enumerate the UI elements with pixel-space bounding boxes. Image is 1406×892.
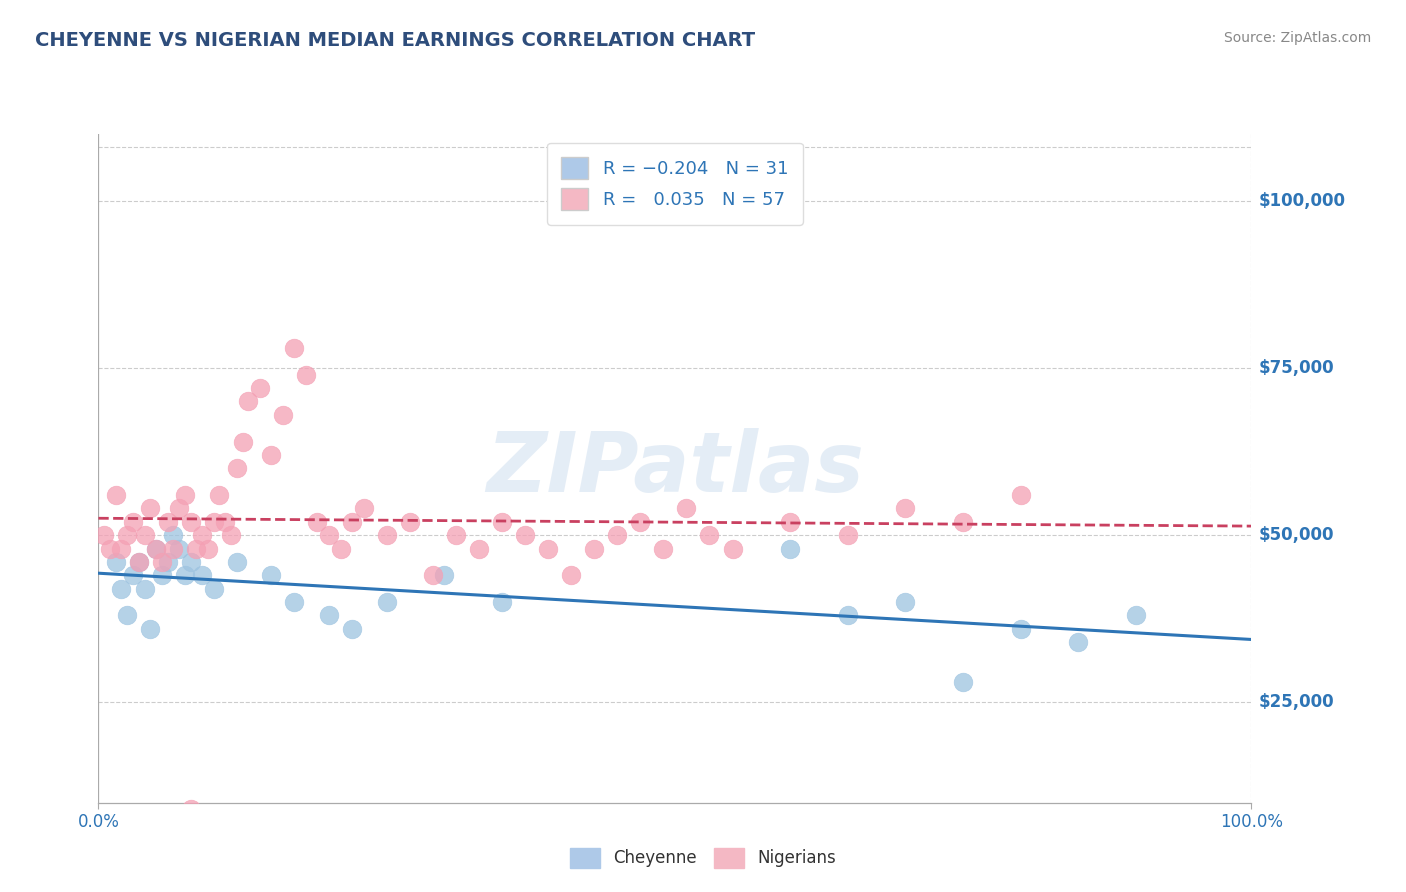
Point (110, 582, 132, 596)
Point (139, 622, 162, 636)
Point (202, 582, 225, 596)
Point (174, 568, 197, 582)
Point (444, 528, 467, 542)
Point (1125, 608, 1147, 623)
Point (162, 528, 184, 542)
Point (128, 555, 150, 569)
Point (180, 515, 202, 529)
Point (1010, 488, 1032, 502)
Point (104, 555, 127, 569)
Point (894, 595, 917, 609)
Point (191, 528, 214, 542)
Point (422, 568, 444, 582)
Point (606, 528, 628, 542)
Text: CHEYENNE VS NIGERIAN MEDIAN EARNINGS CORRELATION CHART: CHEYENNE VS NIGERIAN MEDIAN EARNINGS COR… (35, 31, 755, 50)
Point (186, 541, 208, 556)
Point (180, 803, 202, 817)
Point (537, 541, 560, 556)
Point (260, 568, 283, 582)
Point (98, 541, 121, 556)
Point (156, 555, 179, 569)
Point (1010, 622, 1032, 636)
Point (340, 622, 363, 636)
Point (779, 541, 801, 556)
Point (837, 608, 859, 623)
Point (260, 448, 283, 462)
Point (468, 541, 491, 556)
Point (225, 461, 247, 475)
Point (214, 515, 236, 529)
Point (249, 381, 271, 395)
Point (150, 555, 173, 569)
Point (513, 528, 536, 542)
Point (652, 541, 675, 556)
Point (180, 555, 202, 569)
Text: $25,000: $25,000 (1258, 693, 1334, 712)
Point (675, 501, 697, 516)
Point (837, 528, 859, 542)
Text: $75,000: $75,000 (1258, 359, 1334, 377)
Point (150, 568, 173, 582)
Text: Source: ZipAtlas.com: Source: ZipAtlas.com (1223, 31, 1371, 45)
Point (628, 515, 651, 529)
Legend: Cheyenne, Nigerians: Cheyenne, Nigerians (564, 841, 842, 875)
Point (110, 541, 132, 556)
Point (329, 541, 352, 556)
Point (122, 568, 145, 582)
Point (134, 528, 156, 542)
Point (1067, 635, 1090, 649)
Point (238, 394, 260, 409)
Point (295, 368, 318, 382)
Point (721, 541, 744, 556)
Point (174, 488, 197, 502)
Point (318, 528, 340, 542)
Point (283, 595, 305, 609)
Point (117, 608, 139, 623)
Point (340, 515, 363, 529)
Point (134, 582, 156, 596)
Point (156, 515, 179, 529)
Point (433, 568, 456, 582)
Point (145, 541, 167, 556)
Point (271, 408, 294, 422)
Text: $100,000: $100,000 (1258, 192, 1346, 210)
Point (375, 595, 398, 609)
Point (208, 488, 231, 502)
Point (104, 488, 127, 502)
Point (307, 515, 329, 529)
Text: ZIPatlas: ZIPatlas (486, 428, 863, 508)
Point (197, 541, 219, 556)
Point (375, 528, 398, 542)
Point (191, 568, 214, 582)
Point (139, 501, 162, 516)
Point (583, 541, 606, 556)
Point (560, 568, 582, 582)
Legend: R = −0.204   N = 31, R =   0.035   N = 57: R = −0.204 N = 31, R = 0.035 N = 57 (547, 143, 803, 225)
Point (699, 528, 721, 542)
Point (491, 515, 513, 529)
Point (128, 555, 150, 569)
Point (779, 515, 801, 529)
Point (117, 528, 139, 542)
Point (894, 501, 917, 516)
Point (145, 541, 167, 556)
Text: $50,000: $50,000 (1258, 526, 1334, 544)
Point (202, 515, 225, 529)
Point (225, 555, 247, 569)
Point (952, 515, 974, 529)
Point (231, 434, 254, 449)
Point (952, 675, 974, 690)
Point (93, 528, 115, 542)
Point (167, 541, 190, 556)
Point (219, 528, 242, 542)
Point (318, 608, 340, 623)
Point (167, 501, 190, 516)
Point (353, 501, 375, 516)
Point (398, 515, 420, 529)
Point (122, 515, 145, 529)
Point (162, 541, 184, 556)
Point (283, 341, 305, 355)
Point (491, 595, 513, 609)
